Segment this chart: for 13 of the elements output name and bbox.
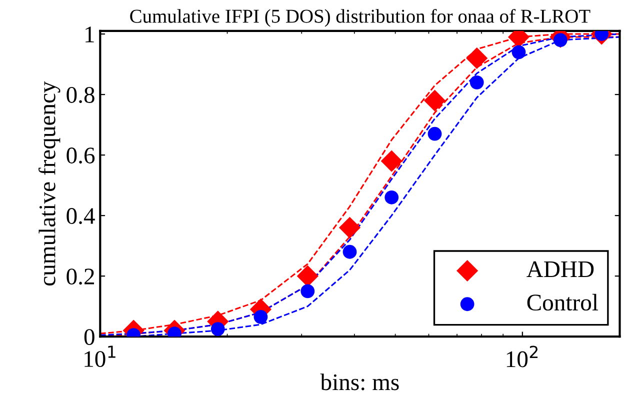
x-tick-label: 10$^{2}$: [506, 346, 538, 368]
y-tick-label: 0.4: [66, 208, 95, 224]
x-tick-label: 10$^{1}$: [84, 346, 116, 368]
x-axis-title: bins: ms: [320, 374, 399, 390]
y-tick-label: 0: [84, 329, 94, 346]
legend-label: ADHD: [526, 261, 594, 278]
chart-title: Cumulative IFPI (5 DOS) distribution for onaa of R-LROT: [130, 8, 590, 27]
y-tick-label: 0.2: [66, 268, 94, 285]
y-tick-label: 0.6: [66, 148, 95, 164]
y-tick-label: 0.8: [66, 87, 94, 104]
y-tick-label: 1: [86, 26, 94, 42]
y-axis-title: cumulative frequency: [38, 81, 60, 286]
legend-label: Control: [527, 294, 598, 311]
